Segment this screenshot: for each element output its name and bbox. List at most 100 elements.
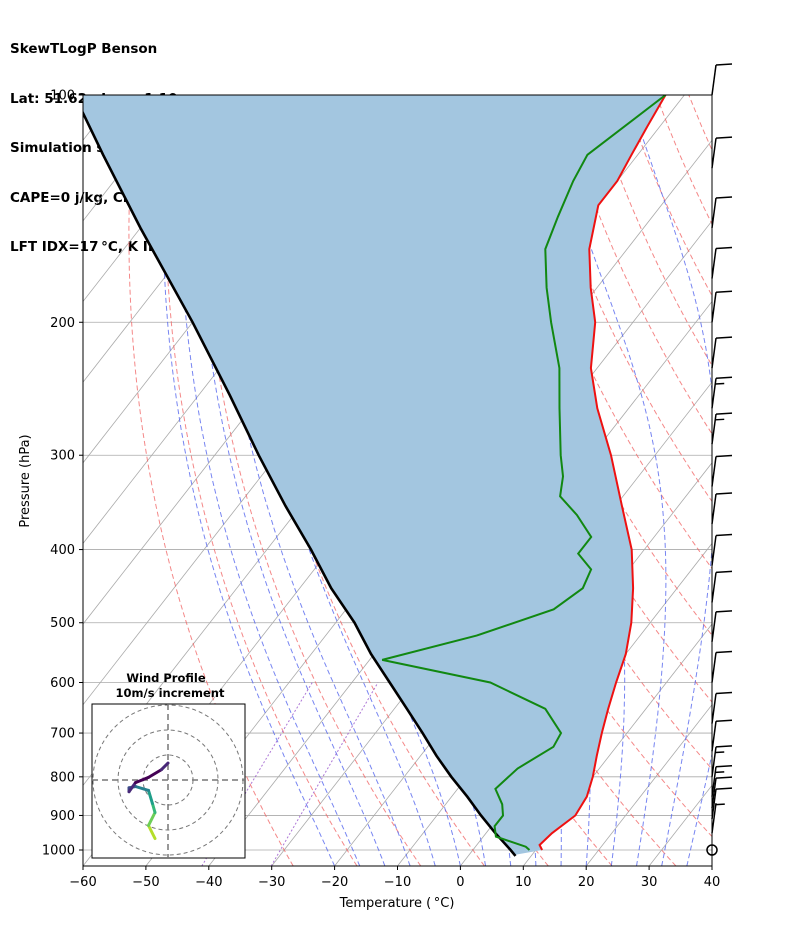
- chart-title: SkewTLogP Benson: [10, 41, 158, 57]
- moist-adiabat-line: [737, 95, 794, 866]
- barb-half-flag: [715, 803, 725, 806]
- barb-flag: [715, 246, 733, 250]
- barb-half-flag: [715, 382, 725, 385]
- x-tick-label: −50: [132, 875, 159, 890]
- hodograph: [92, 704, 245, 858]
- barb-flag: [715, 336, 733, 339]
- wind-barb: [711, 745, 733, 777]
- barb-staff: [711, 378, 717, 409]
- wind-barb: [711, 764, 733, 797]
- barb-staff: [711, 803, 717, 834]
- wind-barb: [711, 719, 733, 752]
- axes-layer: −60 −50 −40 −30 −20 −10 0 10 20 30 40 100 200 300 400 5…: [42, 89, 720, 891]
- barb-staff: [711, 197, 717, 229]
- hodograph-segment: [127, 781, 137, 794]
- x-tick-label: −40: [195, 875, 222, 890]
- barb-staff: [711, 456, 717, 487]
- barb-half-flag: [715, 751, 725, 754]
- y-tick-label: 400: [50, 543, 75, 558]
- barb-flag: [715, 745, 733, 748]
- dry-adiabat-line: [787, 95, 794, 866]
- wind-barb: [711, 787, 733, 820]
- barb-staff: [711, 414, 717, 445]
- barb-flag: [715, 136, 733, 139]
- x-tick-label: 30: [641, 875, 658, 890]
- y-tick-label: 200: [50, 316, 75, 331]
- temperature-line: [538, 95, 667, 851]
- dewpoint-line: [381, 95, 667, 851]
- barb-flag: [715, 533, 733, 537]
- hodograph-segment: [147, 768, 163, 779]
- wind-barb: [711, 246, 733, 279]
- barb-flag: [715, 290, 733, 294]
- barb-staff: [711, 493, 717, 525]
- x-tick-label: −20: [321, 875, 348, 890]
- moist-adiabat-line: [711, 863, 712, 866]
- barb-flag: [715, 764, 733, 768]
- wind-barb: [711, 803, 725, 834]
- wind-barb: [711, 650, 733, 683]
- hodograph-segment: [160, 761, 170, 772]
- dry-adiabat-line: [525, 95, 712, 503]
- barb-staff: [711, 138, 717, 169]
- barb-flag: [715, 787, 733, 790]
- moist-adiabat-line: [162, 95, 336, 866]
- hodograph-segment: [147, 811, 157, 827]
- barb-staff: [711, 788, 717, 820]
- mixing-ratio-line: [270, 682, 379, 866]
- x-tick-label: −30: [258, 875, 285, 890]
- wind-barb: [711, 290, 733, 323]
- wind-profile-inset: Wind Profile 10m/s increment: [91, 671, 246, 859]
- wind-barb: [711, 610, 733, 642]
- barb-flag: [715, 650, 733, 654]
- dry-adiabat-line: [128, 95, 294, 866]
- barb-flag: [715, 63, 733, 66]
- dry-adiabat-line: [199, 95, 422, 866]
- dry-adiabat-line: [721, 95, 794, 866]
- barb-flag: [715, 691, 733, 695]
- cape-fill-layer: [83, 95, 666, 855]
- wind-barb: [711, 412, 733, 445]
- y-tick-label: 300: [50, 449, 75, 464]
- dry-adiabat-line: [623, 95, 712, 297]
- parcel-profile-line: [83, 110, 517, 857]
- barb-flag: [715, 454, 733, 458]
- hodograph-segment: [147, 824, 157, 840]
- barb-staff: [711, 338, 717, 369]
- x-tick-label: −60: [69, 875, 96, 890]
- barb-half-flag: [715, 418, 725, 421]
- moist-adiabat-line: [686, 752, 712, 866]
- barb-half-flag: [715, 771, 725, 774]
- x-tick-label: 10: [515, 875, 532, 890]
- series-layer: [83, 95, 667, 857]
- wind-barb: [711, 492, 733, 525]
- barb-flag: [715, 412, 733, 415]
- calm-wind-circle: [706, 844, 718, 856]
- hodograph-segment: [134, 785, 150, 792]
- barb-staff: [711, 248, 717, 279]
- wind-barb: [711, 336, 733, 369]
- moist-adiabat-line: [179, 95, 361, 866]
- barb-staff: [711, 292, 717, 323]
- barb-staff: [711, 64, 717, 96]
- moist-adiabat-line: [628, 95, 712, 866]
- x-axis-label: Temperature ( °C): [339, 896, 455, 911]
- wind-barb: [711, 776, 733, 809]
- barb-flag: [715, 719, 733, 723]
- dry-adiabat-line: [492, 95, 712, 570]
- wind-barb: [711, 63, 733, 96]
- barb-flag: [715, 376, 733, 380]
- wind-barb: [711, 533, 733, 566]
- barb-staff: [711, 652, 717, 683]
- barb-flag: [715, 196, 733, 199]
- isotherm-line: [648, 784, 712, 866]
- barb-flag: [715, 570, 733, 574]
- moist-adiabat-line: [196, 95, 386, 866]
- y-tick-label: 100: [50, 89, 75, 104]
- cape-area: [83, 95, 666, 855]
- y-tick-label: 500: [50, 616, 75, 631]
- inset-title: Wind Profile: [126, 671, 206, 685]
- y-tick-label: 1000: [42, 844, 75, 859]
- hodograph-segment: [147, 788, 154, 805]
- barb-flag: [715, 776, 733, 779]
